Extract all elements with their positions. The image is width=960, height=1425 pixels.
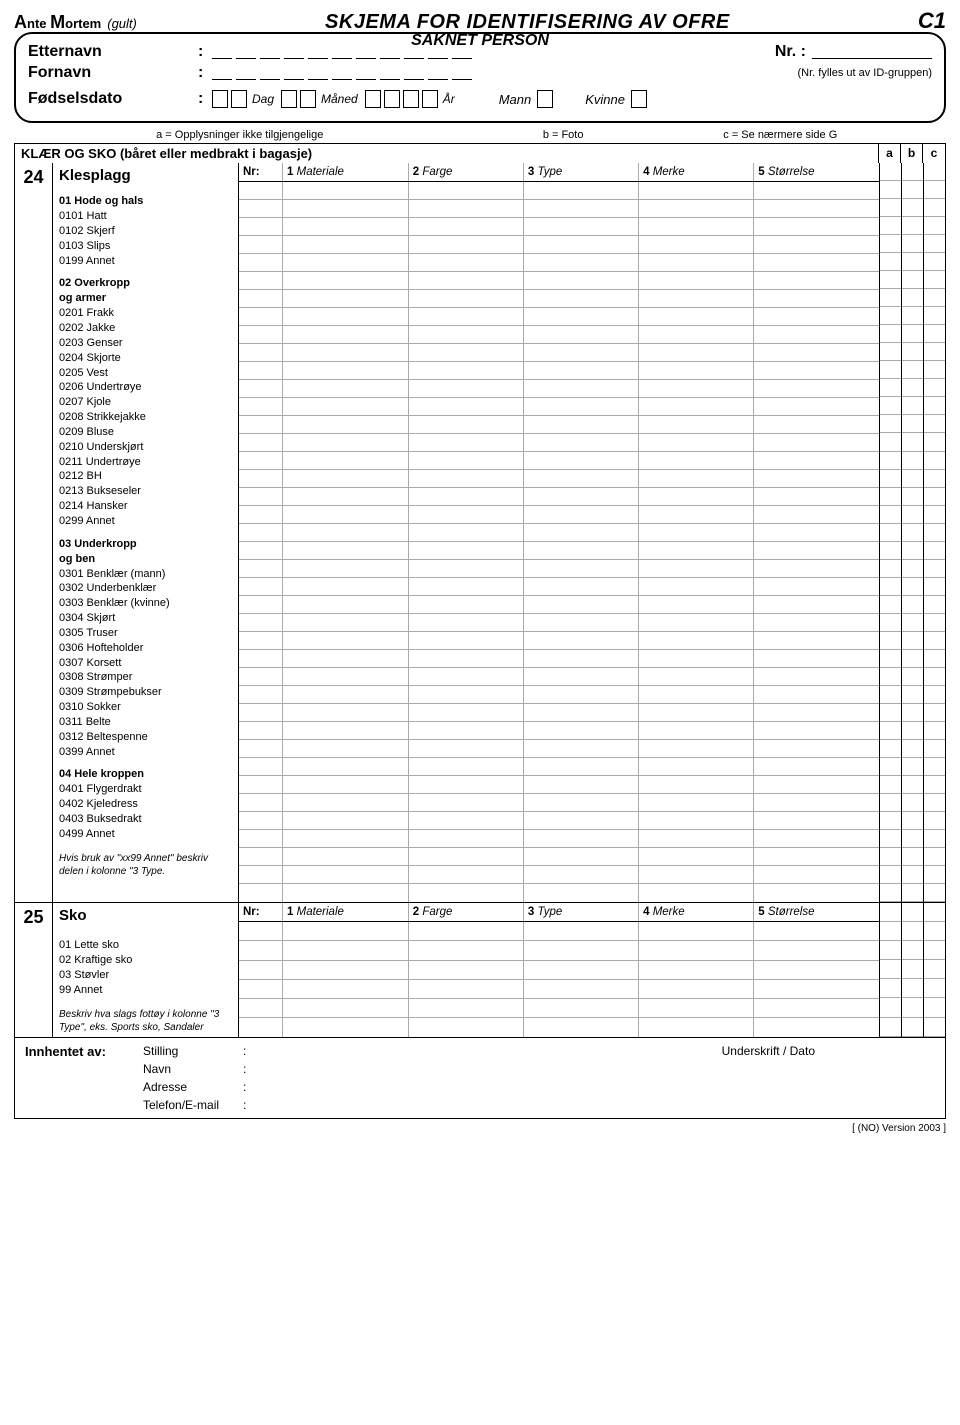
firstname-label: Fornavn [28,64,198,82]
section-title: KLÆR OG SKO (båret eller medbrakt i baga… [15,144,879,163]
abc-header-b: b [901,144,923,163]
abc-col-b[interactable] [901,163,923,902]
signature-label: Underskrift / Dato [722,1044,935,1112]
legend-row: a = Opplysninger ikke tilgjengelige b = … [14,129,946,141]
firstname-input[interactable] [212,66,472,80]
nr-label: Nr. : [775,43,806,61]
section-25-number: 25 [15,903,53,1037]
version-label: [ (NO) Version 2003 ] [14,1123,946,1134]
identity-box: Etternavn : Nr. : Fornavn : (Nr. fylles … [14,32,946,123]
abc-header-c: c [923,144,945,163]
male-label: Mann [499,92,532,107]
footer-fields: Stilling: Navn: Adresse: Telefon/E-mail: [143,1044,246,1112]
dob-label: Fødselsdato [28,90,198,108]
abc-header-a: a [879,144,901,163]
female-checkbox[interactable] [631,90,647,108]
section-25: 25 Sko 01 Lette sko02 Kraftige sko03 Stø… [14,903,946,1038]
female-label: Kvinne [585,92,625,107]
nr-input[interactable] [812,45,932,59]
section-24-labels: Klesplagg 01 Hode og hals 0101 Hatt0102 … [53,163,239,902]
male-checkbox[interactable] [537,90,553,108]
section-24: 24 Klesplagg 01 Hode og hals 0101 Hatt01… [14,163,946,903]
legend-b: b = Foto [462,129,665,141]
footer-box: Innhentet av: Stilling: Navn: Adresse: T… [14,1038,946,1119]
grid-header: Nr: 1 Materiale 2 Farge 3 Type 4 Merke 5… [239,903,879,922]
section-title-bar: KLÆR OG SKO (båret eller medbrakt i baga… [14,143,946,163]
dob-input[interactable]: Dag Måned År [212,90,459,108]
gult-label: (gult) [107,16,137,31]
surname-input[interactable] [212,45,472,59]
legend-a: a = Opplysninger ikke tilgjengelige [18,129,462,141]
section-24-grid[interactable]: Nr: 1 Materiale 2 Farge 3 Type 4 Merke 5… [239,163,879,902]
legend-c: c = Se nærmere side G [665,129,896,141]
footer-label: Innhentet av: [25,1044,143,1112]
form-code: C1 [918,8,946,34]
main-title: SKJEMA FOR IDENTIFISERING AV OFRE [137,11,918,34]
abc-col-a[interactable] [879,163,901,902]
section-24-number: 24 [15,163,53,902]
abc-col-c[interactable] [923,163,945,902]
ante-mortem-label: Ante Mortem [14,12,101,33]
section-25-labels: Sko 01 Lette sko02 Kraftige sko03 Støvle… [53,903,239,1037]
grid-header: Nr: 1 Materiale 2 Farge 3 Type 4 Merke 5… [239,163,879,182]
surname-label: Etternavn [28,43,198,61]
abc-col-a[interactable] [879,903,901,1037]
section-25-grid[interactable]: Nr: 1 Materiale 2 Farge 3 Type 4 Merke 5… [239,903,879,1037]
id-note: (Nr. fylles ut av ID-gruppen) [798,67,933,79]
abc-col-c[interactable] [923,903,945,1037]
abc-col-b[interactable] [901,903,923,1037]
